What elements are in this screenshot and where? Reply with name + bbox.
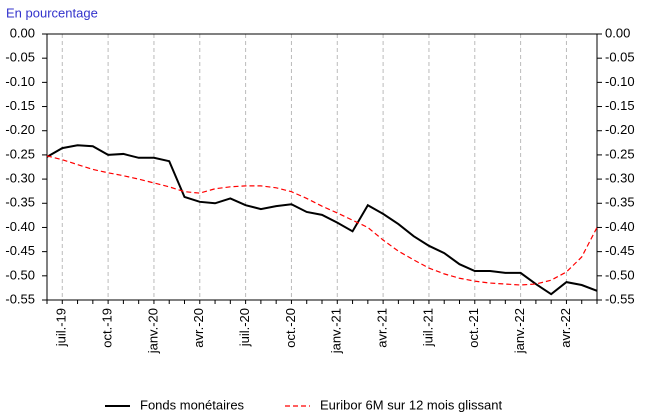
y2-tick-label: -0.20: [605, 122, 635, 137]
y2-tick-label: -0.30: [605, 171, 635, 186]
y2-tick-label: -0.35: [605, 195, 635, 210]
y-tick-label: -0.45: [5, 243, 35, 258]
y2-tick-label: -0.25: [605, 146, 635, 161]
y-tick-label: -0.10: [5, 74, 35, 89]
y-tick-label: -0.50: [5, 267, 35, 282]
y-tick-label: -0.40: [5, 219, 35, 234]
y2-tick-label: -0.10: [605, 74, 635, 89]
x-tick-label: juil.-20: [237, 308, 252, 347]
x-tick-label: oct.-19: [100, 308, 115, 348]
x-tick-label: juil.-19: [54, 308, 69, 347]
x-tick-label: avr.-22: [558, 308, 573, 348]
x-tick-label: janv.-21: [329, 308, 344, 354]
y-tick-label: -0.30: [5, 171, 35, 186]
x-tick-label: juil.-21: [420, 308, 435, 347]
y2-tick-label: 0.00: [605, 25, 630, 40]
x-tick-label: janv.-20: [145, 308, 160, 354]
y2-tick-label: -0.15: [605, 98, 635, 113]
y2-tick-label: -0.55: [605, 291, 635, 306]
series-line: [46, 155, 598, 286]
x-tick-label: oct.-21: [466, 308, 481, 348]
y2-tick-label: -0.45: [605, 243, 635, 258]
plot-frame: [46, 33, 598, 301]
chart-title: En pourcentage: [6, 5, 98, 20]
x-tick-label: janv.-22: [512, 308, 527, 354]
y-tick-label: -0.15: [5, 98, 35, 113]
y-tick-label: -0.25: [5, 146, 35, 161]
y-tick-label: -0.05: [5, 50, 35, 65]
y-tick-label: 0.00: [10, 25, 35, 40]
legend-label: Euribor 6M sur 12 mois glissant: [320, 397, 502, 412]
y-tick-label: -0.35: [5, 195, 35, 210]
y2-tick-label: -0.40: [605, 219, 635, 234]
legend-label: Fonds monétaires: [140, 397, 245, 412]
y-tick-label: -0.20: [5, 122, 35, 137]
y2-tick-label: -0.05: [605, 50, 635, 65]
x-tick-label: oct.-20: [283, 308, 298, 348]
x-tick-label: avr.-20: [191, 308, 206, 348]
y-tick-label: -0.55: [5, 291, 35, 306]
series-line: [46, 144, 598, 296]
x-tick-label: avr.-21: [375, 308, 390, 348]
y2-tick-label: -0.50: [605, 267, 635, 282]
